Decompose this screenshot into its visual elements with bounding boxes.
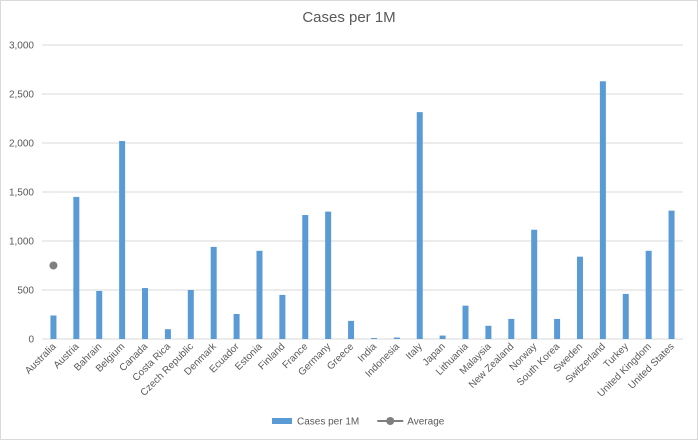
bar xyxy=(348,320,355,339)
legend-swatch xyxy=(272,418,292,424)
bar xyxy=(302,215,309,339)
legend-item: Cases per 1M xyxy=(272,417,359,428)
bar xyxy=(50,315,57,339)
bar xyxy=(393,337,400,339)
bar xyxy=(142,288,149,339)
bar xyxy=(668,210,675,339)
bar xyxy=(485,325,492,339)
bar xyxy=(187,290,194,339)
bar xyxy=(279,294,286,339)
y-tick-label: 1,000 xyxy=(9,237,34,248)
bar xyxy=(645,250,652,339)
bar xyxy=(164,329,171,339)
bar xyxy=(622,293,629,339)
bar xyxy=(325,211,332,339)
bar xyxy=(256,250,263,339)
bar xyxy=(531,229,538,339)
legend-label: Cases per 1M xyxy=(297,417,359,428)
bar xyxy=(119,141,126,339)
bar xyxy=(233,314,240,339)
y-tick-label: 1,500 xyxy=(9,188,34,199)
legend-label: Average xyxy=(407,417,445,428)
bar xyxy=(462,305,469,339)
chart-title: Cases per 1M xyxy=(302,9,395,26)
y-tick-label: 2,500 xyxy=(9,90,34,101)
bar xyxy=(554,318,561,339)
y-tick-label: 500 xyxy=(17,286,34,297)
bar xyxy=(508,318,515,339)
bar xyxy=(210,246,217,339)
average-marker xyxy=(49,261,58,270)
bar xyxy=(73,196,80,339)
y-tick-label: 0 xyxy=(28,335,34,346)
bar xyxy=(439,335,446,339)
bar xyxy=(599,81,606,339)
bar xyxy=(96,290,103,339)
bar xyxy=(370,338,377,339)
legend-item: Average xyxy=(377,417,445,428)
y-tick-label: 3,000 xyxy=(9,41,34,52)
legend-swatch-marker xyxy=(386,417,395,425)
y-tick-label: 2,000 xyxy=(9,139,34,150)
bar xyxy=(416,112,423,339)
bar xyxy=(576,256,583,339)
